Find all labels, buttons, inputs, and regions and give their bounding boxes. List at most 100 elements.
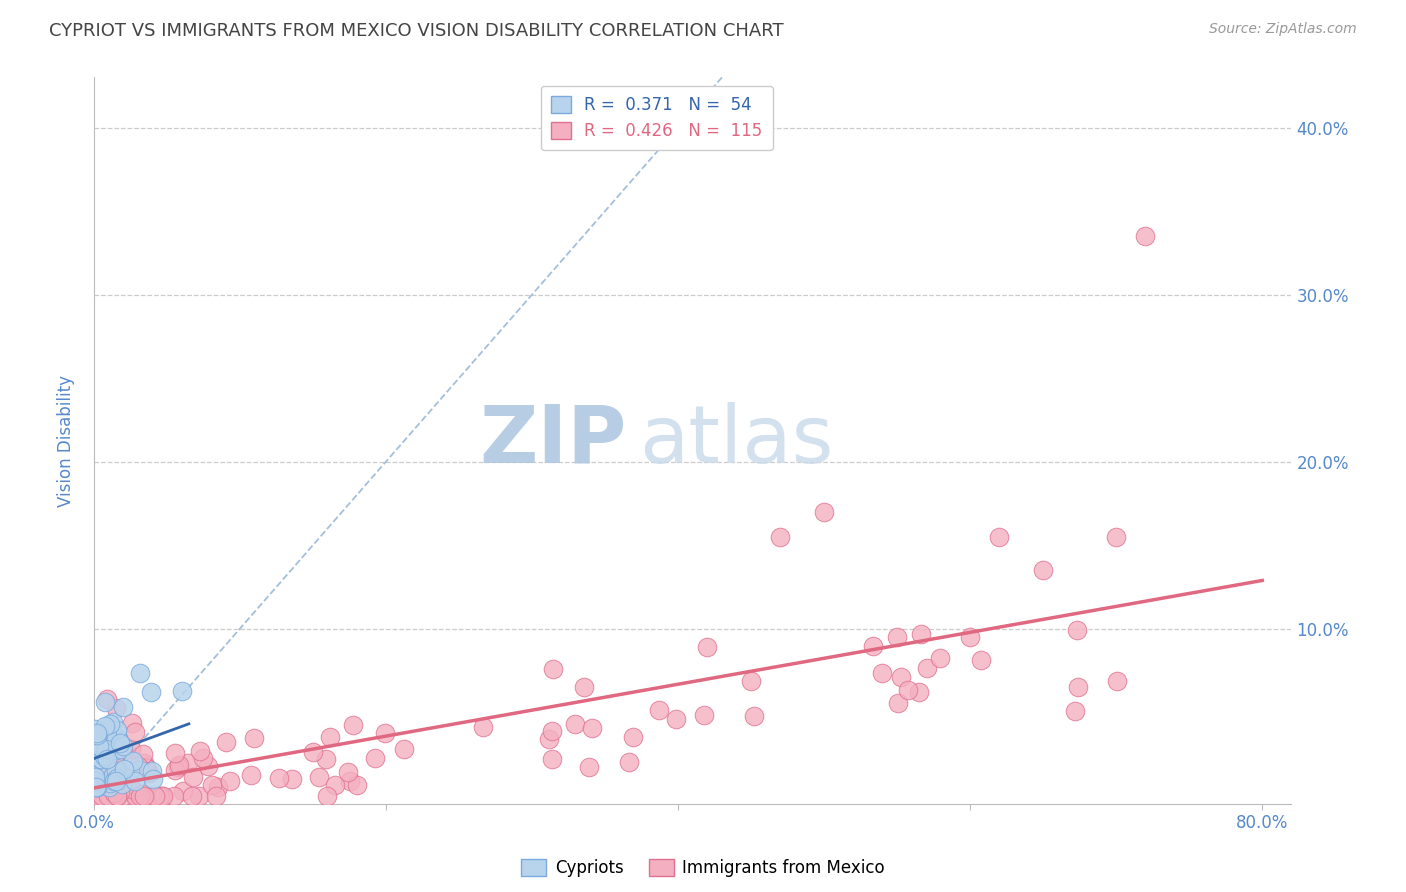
Immigrants from Mexico	[200, 778, 222, 792]
Immigrants from Mexico	[112, 789, 135, 803]
Cypriots	[118, 764, 141, 779]
Cypriots	[93, 748, 115, 763]
Immigrants from Mexico	[581, 721, 603, 735]
Immigrants from Mexico	[97, 724, 120, 739]
Immigrants from Mexico	[316, 789, 339, 803]
Immigrants from Mexico	[392, 741, 415, 756]
Immigrants from Mexico	[110, 780, 132, 795]
Immigrants from Mexico	[96, 692, 118, 706]
Cypriots	[101, 723, 124, 738]
Immigrants from Mexico	[364, 751, 387, 765]
Immigrants from Mexico	[110, 785, 132, 799]
Text: CYPRIOT VS IMMIGRANTS FROM MEXICO VISION DISABILITY CORRELATION CHART: CYPRIOT VS IMMIGRANTS FROM MEXICO VISION…	[49, 22, 783, 40]
Immigrants from Mexico	[90, 760, 112, 774]
Immigrants from Mexico	[191, 750, 214, 764]
Immigrants from Mexico	[215, 735, 238, 749]
Immigrants from Mexico	[129, 789, 152, 803]
Legend: Cypriots, Immigrants from Mexico: Cypriots, Immigrants from Mexico	[515, 852, 891, 884]
Immigrants from Mexico	[564, 716, 586, 731]
Cypriots	[96, 728, 118, 742]
Cypriots	[101, 768, 124, 782]
Cypriots	[170, 684, 193, 698]
Immigrants from Mexico	[648, 703, 671, 717]
Cypriots	[124, 774, 146, 789]
Cypriots	[89, 739, 111, 754]
Cypriots	[97, 780, 120, 795]
Cypriots	[84, 780, 107, 795]
Cypriots	[141, 772, 163, 786]
Cypriots	[129, 666, 152, 681]
Cypriots	[94, 719, 117, 733]
Immigrants from Mexico	[121, 716, 143, 731]
Immigrants from Mexico	[870, 666, 893, 681]
Immigrants from Mexico	[889, 670, 911, 684]
Cypriots	[93, 695, 115, 709]
Immigrants from Mexico	[959, 630, 981, 644]
Cypriots	[112, 739, 135, 753]
Immigrants from Mexico	[132, 747, 155, 762]
Cypriots	[105, 764, 128, 778]
Cypriots	[87, 759, 110, 773]
Immigrants from Mexico	[240, 768, 263, 782]
Immigrants from Mexico	[315, 752, 337, 766]
Cypriots	[84, 770, 107, 784]
Cypriots	[107, 732, 129, 747]
Immigrants from Mexico	[339, 773, 361, 788]
Immigrants from Mexico	[103, 786, 125, 800]
Immigrants from Mexico	[127, 758, 149, 772]
Y-axis label: Vision Disability: Vision Disability	[58, 375, 75, 507]
Immigrants from Mexico	[929, 651, 952, 665]
Cypriots	[90, 752, 112, 766]
Cypriots	[111, 777, 134, 791]
Immigrants from Mexico	[204, 789, 226, 803]
Immigrants from Mexico	[323, 778, 346, 792]
Immigrants from Mexico	[169, 758, 191, 772]
Immigrants from Mexico	[90, 789, 112, 803]
Cypriots	[101, 737, 124, 751]
Immigrants from Mexico	[120, 742, 142, 756]
Cypriots	[105, 723, 128, 738]
Immigrants from Mexico	[132, 789, 155, 803]
Immigrants from Mexico	[1135, 229, 1157, 244]
Cypriots	[104, 774, 127, 789]
Immigrants from Mexico	[693, 707, 716, 722]
Immigrants from Mexico	[167, 760, 190, 774]
Cypriots	[139, 685, 162, 699]
Immigrants from Mexico	[1066, 680, 1088, 694]
Immigrants from Mexico	[86, 740, 108, 755]
Immigrants from Mexico	[86, 789, 108, 803]
Cypriots	[90, 741, 112, 756]
Immigrants from Mexico	[578, 760, 600, 774]
Immigrants from Mexico	[342, 718, 364, 732]
Cypriots	[89, 752, 111, 766]
Text: ZIP: ZIP	[479, 401, 627, 480]
Cypriots	[108, 736, 131, 750]
Immigrants from Mexico	[135, 760, 157, 774]
Immigrants from Mexico	[93, 735, 115, 749]
Immigrants from Mexico	[84, 770, 107, 784]
Immigrants from Mexico	[134, 756, 156, 770]
Immigrants from Mexico	[302, 745, 325, 759]
Cypriots	[84, 722, 107, 736]
Immigrants from Mexico	[84, 781, 107, 796]
Immigrants from Mexico	[91, 742, 114, 756]
Immigrants from Mexico	[665, 712, 688, 726]
Immigrants from Mexico	[988, 530, 1011, 544]
Cypriots	[141, 764, 163, 779]
Immigrants from Mexico	[163, 789, 186, 803]
Immigrants from Mexico	[374, 726, 396, 740]
Immigrants from Mexico	[107, 774, 129, 789]
Cypriots	[107, 731, 129, 746]
Immigrants from Mexico	[617, 756, 640, 770]
Immigrants from Mexico	[769, 530, 792, 544]
Immigrants from Mexico	[163, 763, 186, 777]
Cypriots	[84, 774, 107, 789]
Immigrants from Mexico	[540, 752, 562, 766]
Immigrants from Mexico	[96, 757, 118, 772]
Immigrants from Mexico	[1105, 674, 1128, 689]
Immigrants from Mexico	[308, 770, 330, 784]
Immigrants from Mexico	[907, 684, 929, 698]
Immigrants from Mexico	[207, 780, 229, 794]
Cypriots	[98, 776, 121, 790]
Cypriots	[94, 727, 117, 741]
